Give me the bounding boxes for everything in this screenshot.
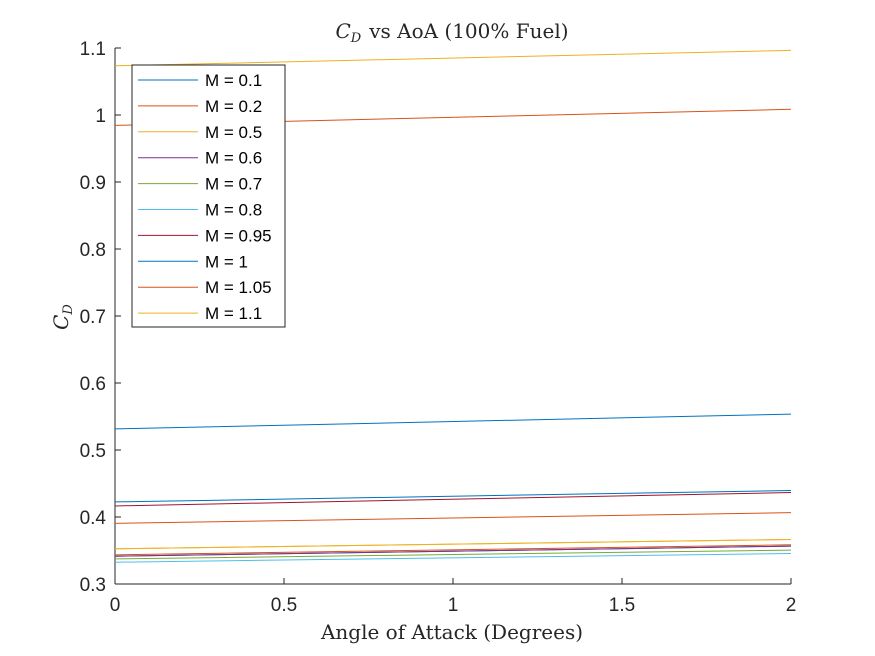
legend-entry-label: M = 1.1 [205,304,262,323]
series-line-7 [114,492,792,507]
series-line-5 [114,549,792,560]
y-axis-label-symbol: C [49,315,73,330]
y-tick-label: 0.8 [80,240,106,261]
y-axis-label-subscript: D [61,304,76,316]
legend: M = 0.1 M = 0.2 M = 0.5 M = 0.6 M = 0.7 M = 0… [131,64,286,328]
legend-entry-label: M = 1 [205,252,248,271]
x-axis-label: Angle of Attack (Degrees) [320,620,583,644]
legend-entry-label: M = 0.7 [205,175,262,194]
plot-area [114,48,792,585]
y-tick-label: 0.9 [80,173,106,194]
chart-title-symbol: C [335,19,350,43]
legend-entry-label: M = 0.6 [205,149,262,168]
series-line-11 [114,413,792,430]
series-line-10 [114,538,792,550]
x-axis: 0 0.5 1 1.5 2 [110,578,797,616]
series-line-9 [114,512,792,524]
legend-box [131,64,286,328]
legend-entry-label: M = 0.95 [205,226,272,245]
series-line-8 [114,490,792,503]
legend-entry-label: M = 0.2 [205,97,262,116]
x-tick-label: 0 [110,595,121,616]
chart-title-subscript: D [350,31,362,46]
x-tick-label: 1.5 [609,595,635,616]
chart-title: CD vs AoA (100% Fuel) [335,19,568,46]
legend-entry-label: M = 0.1 [205,71,262,90]
legend-entry-label: M = 0.5 [205,123,262,142]
series-line-13 [114,49,792,67]
y-tick-label: 0.4 [80,508,107,529]
x-tick-label: 0.5 [271,595,297,616]
y-axis-label: CD [49,304,76,330]
y-tick-label: 0.3 [80,575,106,596]
legend-entry-label: M = 1.05 [205,278,272,297]
y-tick-label: 1.1 [80,39,106,60]
y-tick-label: 0.7 [80,307,106,328]
series-line-6 [114,553,792,563]
series-line-2 [114,544,792,556]
x-tick-label: 1 [448,595,459,616]
chart-title-text: vs AoA (100% Fuel) [368,19,568,43]
y-axis: 0.3 0.4 0.5 0.6 0.7 0.8 0.9 1 1.1 [80,39,121,596]
legend-entry-label: M = 0.8 [205,201,262,220]
y-tick-label: 1 [95,106,106,127]
y-tick-label: 0.6 [80,374,106,395]
series-line-4 [114,545,792,557]
x-tick-label: 2 [786,595,797,616]
y-tick-label: 0.5 [80,441,106,462]
